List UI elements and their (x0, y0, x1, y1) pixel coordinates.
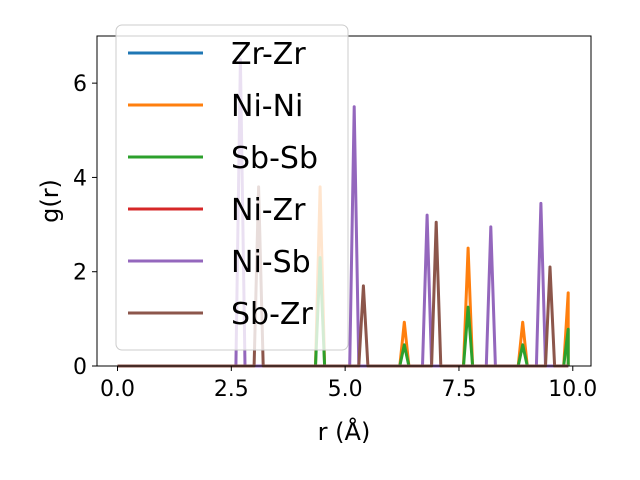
legend-label: Zr-Zr (231, 37, 306, 72)
legend-label: Sb-Zr (231, 297, 313, 332)
x-tick-label: 10.0 (548, 377, 597, 402)
y-tick-label: 0 (73, 355, 87, 380)
legend: Zr-Zr Ni-Ni Sb-Sb Ni-Zr Ni-Sb Sb-Zr (115, 24, 349, 351)
legend-label: Ni-Zr (231, 193, 306, 228)
y-axis-label: g(r) (36, 179, 64, 223)
x-tick-label: 5.0 (328, 377, 363, 402)
x-axis-ticks: 0.0 2.5 5.0 7.5 10.0 (100, 366, 597, 402)
x-tick-label: 7.5 (441, 377, 476, 402)
x-tick-label: 0.0 (100, 377, 135, 402)
y-tick-label: 4 (73, 166, 87, 191)
legend-label: Ni-Ni (231, 89, 303, 124)
legend-label: Ni-Sb (231, 245, 311, 280)
legend-label: Sb-Sb (231, 141, 318, 176)
y-axis-ticks: 0 2 4 6 (73, 72, 97, 380)
x-axis-label: r (Å) (318, 417, 371, 446)
x-tick-label: 2.5 (214, 377, 249, 402)
y-tick-label: 2 (73, 261, 87, 286)
y-tick-label: 6 (73, 72, 87, 97)
